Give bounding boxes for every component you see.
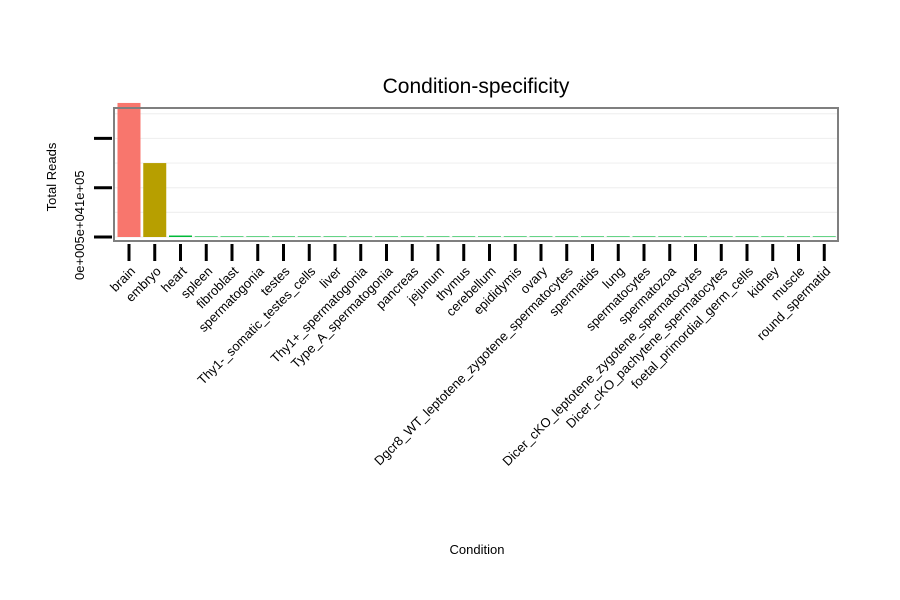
bar-Type_A_spermatogonia bbox=[375, 236, 398, 237]
y-tick-label: 1e+05 bbox=[72, 170, 87, 207]
bar-pancreas bbox=[400, 236, 424, 237]
bar-Thy1-_somatic_testes_cells bbox=[297, 236, 321, 237]
bar-foetal_primordial_germ_cells bbox=[735, 236, 759, 237]
plot-panel bbox=[114, 108, 838, 241]
bar-spermatogonia bbox=[246, 236, 270, 237]
bar-lung bbox=[606, 236, 630, 237]
bar-spermatocytes bbox=[632, 236, 656, 237]
bar-Dicer_cKO_leptotene_zygotene_spermatocytes bbox=[684, 236, 707, 237]
chart-title: Condition-specificity bbox=[383, 75, 570, 98]
bar-spermatids bbox=[581, 236, 604, 237]
bar-cerebellum bbox=[478, 236, 501, 237]
bar-epididymis bbox=[503, 236, 527, 237]
bar-fibroblast bbox=[220, 236, 244, 237]
bars bbox=[117, 102, 836, 237]
bar-embryo bbox=[143, 163, 167, 237]
bar-Dicer_cKO_pachytene_spermatocytes bbox=[709, 236, 733, 237]
bar-spleen bbox=[194, 236, 218, 237]
bar-muscle bbox=[787, 236, 810, 237]
bar-kidney bbox=[761, 236, 785, 237]
panel-border bbox=[113, 107, 839, 242]
panel-background bbox=[114, 108, 838, 241]
x-axis: brainembryoheartspleenfibroblastspermato… bbox=[107, 244, 833, 469]
bar-liver bbox=[323, 236, 347, 237]
y-tick-labels: 0e+005e+041e+05 bbox=[72, 170, 87, 280]
bar-testes bbox=[272, 236, 295, 237]
bar-thymus bbox=[452, 236, 476, 237]
bar-jejunum bbox=[426, 236, 450, 237]
bar-ovary bbox=[529, 236, 553, 237]
y-tick-label: 5e+04 bbox=[72, 207, 87, 244]
y-axis-title: Total Reads bbox=[44, 142, 59, 211]
bar-Thy1+_spermatogonia bbox=[349, 236, 373, 237]
x-axis-title: Condition bbox=[450, 542, 505, 557]
bar-brain bbox=[117, 102, 141, 237]
bar-heart bbox=[169, 235, 192, 237]
y-tick-label: 0e+00 bbox=[72, 243, 87, 280]
bar-spermatozoa bbox=[658, 236, 682, 237]
bar-round_spermatid bbox=[812, 236, 836, 237]
bar-Dgcr8_WT_leptotene_zygotene_spermatocytes bbox=[555, 236, 579, 237]
y-axis: 0e+005e+041e+05 bbox=[72, 136, 112, 280]
